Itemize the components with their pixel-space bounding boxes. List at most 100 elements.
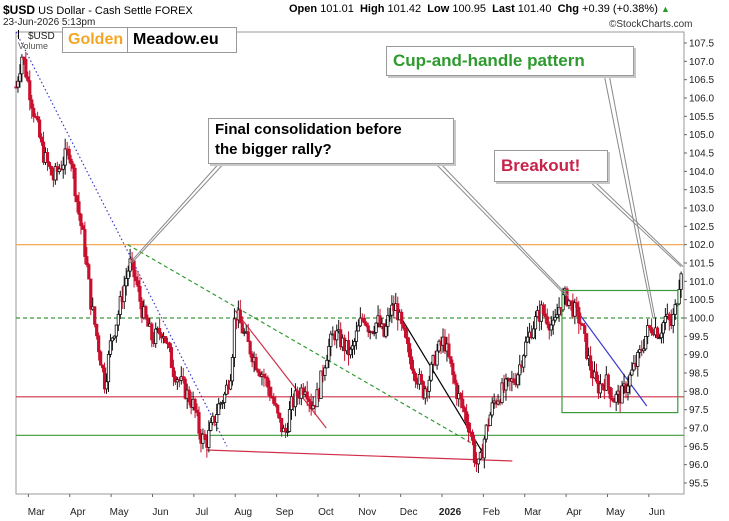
candle-body xyxy=(169,347,174,369)
candle-body xyxy=(594,371,599,382)
candle-body xyxy=(203,433,207,440)
candle-body xyxy=(230,357,235,382)
candle-body xyxy=(154,328,158,344)
candle-body xyxy=(447,343,451,358)
candle-body xyxy=(628,374,632,387)
candle-body xyxy=(215,414,219,423)
candle-body xyxy=(352,341,357,347)
candle-body xyxy=(512,378,516,383)
x-tick-label-10: 2026 xyxy=(439,507,462,518)
candle-body xyxy=(36,116,40,121)
high-label: High xyxy=(359,3,385,15)
cup-handle-box xyxy=(561,289,679,414)
candle-body xyxy=(209,422,213,431)
candle-body xyxy=(358,317,362,327)
candle-body xyxy=(167,342,172,349)
candle-body xyxy=(555,314,559,318)
candle-body xyxy=(319,370,323,399)
candle-body xyxy=(649,327,654,334)
candle-body xyxy=(567,300,571,306)
x-tick-label-11: Feb xyxy=(483,507,501,518)
candle-body xyxy=(583,325,587,335)
chg-value: +0.39 (+0.38%) xyxy=(582,3,658,15)
candle-body xyxy=(268,386,272,397)
candle-body xyxy=(374,322,378,333)
candle-body xyxy=(459,393,463,400)
candle-body xyxy=(626,385,630,393)
candle-body xyxy=(429,363,433,381)
candle-body xyxy=(132,260,136,278)
candle-body xyxy=(18,73,22,82)
candle-body xyxy=(648,325,652,329)
candle-body xyxy=(85,256,89,266)
candle-body xyxy=(283,427,288,433)
candle-body xyxy=(38,119,42,138)
candle-body xyxy=(522,355,526,368)
candle-body xyxy=(73,167,77,197)
candle-body xyxy=(24,58,28,78)
candle-body xyxy=(533,316,538,330)
trend-line-1 xyxy=(127,244,484,451)
candle-body xyxy=(470,431,475,441)
candle-body xyxy=(453,374,457,384)
candle-body xyxy=(278,412,282,419)
y-tick-label-2: 96.5 xyxy=(689,442,709,453)
candle-body xyxy=(549,324,553,331)
candle-body xyxy=(69,158,73,165)
x-tick-label-8: Nov xyxy=(358,507,376,518)
candle-body xyxy=(240,322,244,334)
ohlc-readout: Open 101.01 High 101.42 Low 100.95 Last … xyxy=(289,3,670,15)
y-tick-label-16: 103.5 xyxy=(689,185,714,196)
candle-body xyxy=(504,378,508,391)
candle-body xyxy=(348,348,353,356)
candle-body xyxy=(488,414,492,426)
y-tick-label-19: 105.0 xyxy=(689,130,714,141)
chg-label: Chg xyxy=(557,3,579,15)
y-tick-label-5: 98.0 xyxy=(689,387,709,398)
candle-body xyxy=(632,363,636,371)
callout-cup-handle: Cup-and-handle pattern xyxy=(386,46,634,76)
candle-body xyxy=(346,340,351,356)
x-tick-label-12: Mar xyxy=(524,507,542,518)
y-tick-label-21: 106.0 xyxy=(689,94,714,105)
candle-body xyxy=(482,438,486,459)
last-label: Last xyxy=(492,3,515,15)
candle-body xyxy=(679,273,683,290)
candle-body xyxy=(356,325,360,332)
candle-body xyxy=(366,325,370,333)
candle-body xyxy=(246,331,250,342)
candle-body xyxy=(197,412,201,434)
candle-body xyxy=(411,368,416,374)
candle-body xyxy=(95,323,99,337)
candle-body xyxy=(114,324,118,337)
logo-word-golden: Golden xyxy=(68,31,124,48)
y-tick-label-0: 95.5 xyxy=(689,479,709,490)
candle-body xyxy=(45,152,50,163)
candle-body xyxy=(671,313,675,326)
candle-body xyxy=(307,398,311,403)
candle-body xyxy=(573,302,577,317)
candle-body xyxy=(553,316,557,321)
candle-body xyxy=(287,409,292,432)
candle-body xyxy=(465,411,469,423)
candle-body xyxy=(516,374,520,386)
low-value: 100.95 xyxy=(452,3,486,15)
candle-body xyxy=(451,362,455,376)
candle-body xyxy=(541,304,545,315)
candle-body xyxy=(463,407,467,413)
x-tick-label-14: May xyxy=(606,507,625,518)
candle-body xyxy=(104,381,109,390)
candle-body xyxy=(187,389,191,403)
high-value: 101.42 xyxy=(387,3,422,15)
callout-final-consolidation: Final consolidation before the bigger ra… xyxy=(208,118,454,164)
legend-volume: Volume xyxy=(18,41,49,51)
watermark: ©StockCharts.com xyxy=(609,19,693,30)
callout-final-line2: the bigger rally? xyxy=(215,141,332,158)
candle-body xyxy=(79,213,83,227)
candle-body xyxy=(598,383,603,394)
candle-body xyxy=(423,388,427,399)
open-value: 101.01 xyxy=(320,3,354,15)
candle-body xyxy=(630,369,634,376)
candle-body xyxy=(484,424,488,440)
candle-body xyxy=(620,385,624,404)
